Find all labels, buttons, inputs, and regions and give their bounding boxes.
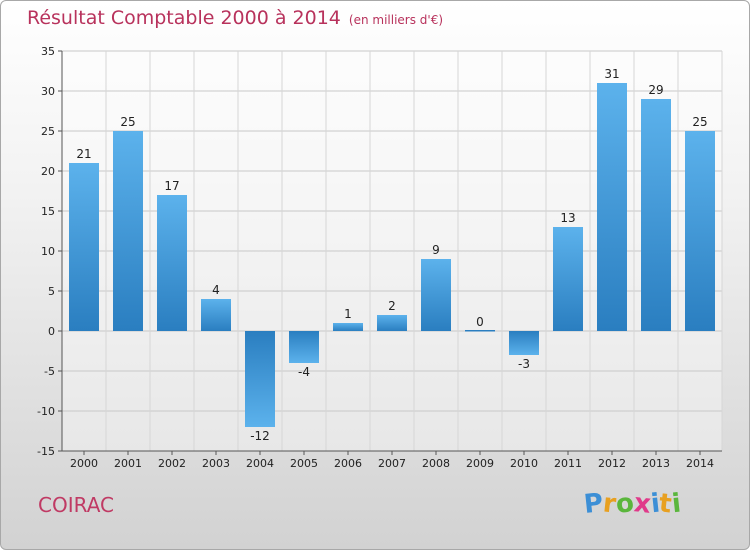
x-tick-label: 2000 — [70, 457, 98, 470]
y-tick-label: 25 — [41, 125, 55, 138]
x-tick-label: 2003 — [202, 457, 230, 470]
commune-name: COIRAC — [38, 493, 114, 517]
data-label: 17 — [164, 179, 179, 193]
bar — [377, 315, 407, 331]
bar — [113, 131, 143, 331]
logo-letter: i — [670, 488, 683, 520]
bar — [685, 131, 715, 331]
bar — [465, 330, 495, 332]
y-tick-label: 15 — [41, 205, 55, 218]
chart-title: Résultat Comptable 2000 à 2014 (en millie… — [27, 7, 443, 29]
proxiti-logo: Proxiti — [582, 488, 683, 520]
y-tick-label: -10 — [37, 405, 55, 418]
data-label: 13 — [560, 211, 575, 225]
x-tick-label: 2001 — [114, 457, 142, 470]
data-label: 25 — [692, 115, 707, 129]
data-label: 29 — [648, 83, 663, 97]
bar — [641, 99, 671, 331]
x-tick-label: 2013 — [642, 457, 670, 470]
x-tick-label: 2006 — [334, 457, 362, 470]
bar — [597, 83, 627, 331]
y-tick-label: 5 — [48, 285, 55, 298]
data-label: 0 — [476, 315, 484, 329]
y-tick-label: 10 — [41, 245, 55, 258]
data-label: 2 — [388, 299, 396, 313]
x-tick-label: 2010 — [510, 457, 538, 470]
x-tick-label: 2007 — [378, 457, 406, 470]
bar — [157, 195, 187, 331]
x-tick-label: 2011 — [554, 457, 582, 470]
data-label: -12 — [250, 429, 270, 443]
title-text: Résultat Comptable 2000 à 2014 — [27, 7, 341, 29]
data-label: 1 — [344, 307, 352, 321]
x-tick-label: 2002 — [158, 457, 186, 470]
bar — [69, 163, 99, 331]
bar — [553, 227, 583, 331]
y-tick-label: 20 — [41, 165, 55, 178]
x-tick-label: 2014 — [686, 457, 714, 470]
data-label: 25 — [120, 115, 135, 129]
data-label: -4 — [298, 365, 310, 379]
x-tick-label: 2009 — [466, 457, 494, 470]
bar — [245, 331, 275, 427]
y-tick-label: 30 — [41, 85, 55, 98]
bar — [201, 299, 231, 331]
data-label: 9 — [432, 243, 440, 257]
bar — [333, 323, 363, 331]
y-tick-label: 0 — [48, 325, 55, 338]
y-tick-label: -15 — [37, 445, 55, 458]
x-tick-label: 2005 — [290, 457, 318, 470]
x-tick-label: 2004 — [246, 457, 274, 470]
data-label: 21 — [76, 147, 91, 161]
x-tick-label: 2012 — [598, 457, 626, 470]
bar — [509, 331, 539, 355]
y-tick-label: -5 — [44, 365, 55, 378]
data-label: -3 — [518, 357, 530, 371]
x-tick-label: 2008 — [422, 457, 450, 470]
data-label: 4 — [212, 283, 220, 297]
bar — [289, 331, 319, 363]
data-label: 31 — [604, 67, 619, 81]
bar — [421, 259, 451, 331]
chart-subtitle: (en milliers d'€) — [348, 13, 444, 27]
y-tick-label: 35 — [41, 45, 55, 58]
